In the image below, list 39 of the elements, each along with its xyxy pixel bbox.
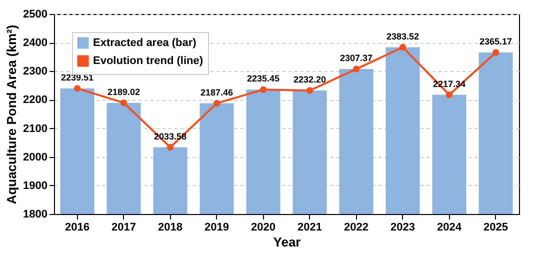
data-label: 2383.52 [386, 31, 420, 42]
y-tick-label: 2200 [23, 94, 48, 106]
y-tick-label: 2100 [23, 122, 48, 135]
point [166, 144, 174, 151]
x-tick-label: 2022 [344, 222, 368, 234]
point [492, 49, 500, 56]
x-tick-label: 2021 [298, 222, 322, 234]
x-tick-label: 2016 [65, 222, 90, 234]
y-tick-label: 2000 [23, 151, 48, 164]
point [352, 66, 360, 72]
point [399, 44, 406, 51]
y-tick-label: 2300 [23, 66, 48, 78]
x-axis-title: Year [273, 234, 301, 250]
y-axis-title: Aquaculture Pond Area (km²) [4, 24, 20, 204]
point [74, 85, 81, 92]
x-tick-label: 2017 [112, 222, 136, 234]
y-tick-label: 1800 [23, 208, 48, 220]
point [213, 100, 220, 107]
data-label: 2232.20 [293, 74, 326, 85]
data-label: 2365.17 [479, 36, 512, 47]
x-tick-label: 2018 [158, 222, 182, 234]
data-label: 2187.46 [200, 87, 234, 98]
point [446, 91, 453, 98]
data-label: 2189.02 [107, 86, 140, 97]
x-tick-label: 2024 [437, 222, 462, 234]
x-tick-label: 2025 [484, 222, 508, 234]
x-tick-label: 2019 [204, 222, 229, 234]
y-tick-label: 1900 [23, 180, 48, 192]
legend-label: Extracted area (bar) [93, 37, 197, 49]
y-tick-label: 2500 [23, 8, 48, 20]
point [260, 86, 267, 93]
legend-label: Evolution trend (line) [93, 55, 204, 67]
x-tick-label: 2020 [251, 222, 276, 234]
point [120, 100, 128, 106]
x-tick-label: 2023 [390, 222, 415, 234]
data-label: 2235.45 [246, 74, 280, 84]
point [306, 87, 314, 94]
y-tick-label: 2400 [23, 37, 48, 50]
data-label: 2307.37 [340, 53, 373, 64]
